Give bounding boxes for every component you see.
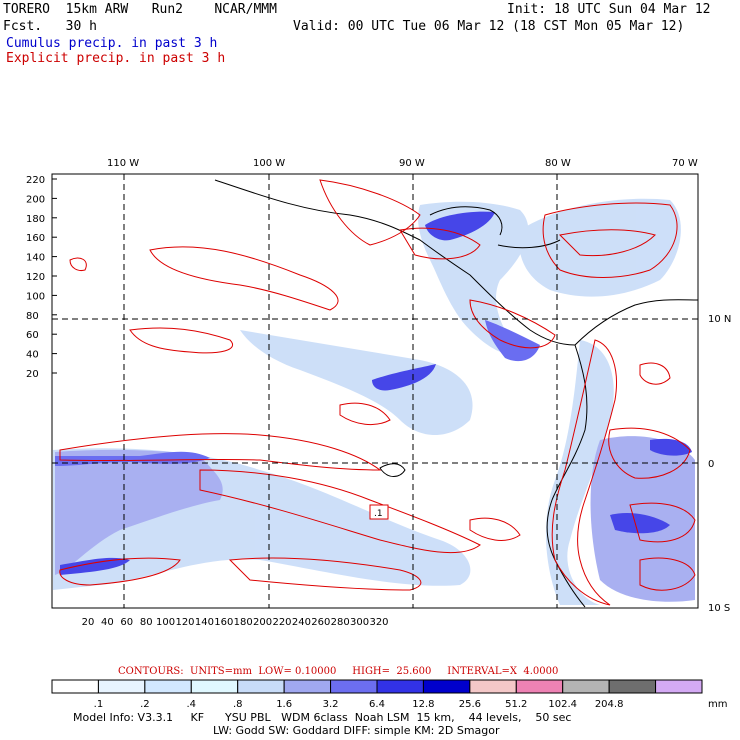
lon-label: 80 W [545,158,571,169]
left-tick-label: 80 [26,311,39,322]
coastlines [214,179,699,608]
contour-label: .1 [374,509,383,519]
bottom-tick-label: 180 [234,617,253,628]
scale-color-box [655,679,703,694]
left-tick-label: 180 [26,214,45,225]
bottom-tick-label: 20 [82,617,95,628]
scale-color-box [144,679,192,694]
lon-label: 100 W [253,158,285,169]
left-tick-label: 160 [26,233,45,244]
scale-unit: mm [708,699,727,710]
lat-label: 10 N [708,314,731,325]
cumulus-gulf-honduras [425,211,495,241]
scale-color-box [97,679,146,694]
left-tick-label: 60 [26,330,39,341]
cumulus-panama [485,320,540,362]
cumulus-andes [545,340,614,605]
left-tick-label: 20 [26,369,39,380]
scale-color-box [608,679,657,694]
lon-label: 90 W [399,158,425,169]
bottom-tick-label: 220 [272,617,291,628]
init-time: Init: 18 UTC Sun 04 Mar 12 [507,2,711,17]
forecast-hour: Fcst. 30 h [3,19,97,34]
bottom-tick-label: 300 [350,617,369,628]
scale-label: 25.6 [459,699,481,710]
scale-label: 12.8 [412,699,434,710]
bottom-tick-label: 280 [331,617,350,628]
map-border [51,173,699,609]
lon-label: 70 W [672,158,698,169]
left-tick-label: 220 [26,175,45,186]
bottom-tick-label: 120 [175,617,194,628]
bottom-tick-label: 260 [311,617,330,628]
scale-color-box [515,679,564,694]
model-info: Model Info: V3.3.1 KF YSU PBL WDM 6class… [73,711,572,724]
left-tick-label: 40 [26,350,39,361]
scale-label: 204.8 [595,699,624,710]
scale-color-box [376,679,424,694]
left-tick-label: 100 [26,291,45,302]
explicit-precip-contours [59,179,696,606]
scale-label: 3.2 [323,699,339,710]
scale-label: .2 [140,699,150,710]
lon-label: 110 W [107,158,139,169]
lat-lon-grid [52,174,698,608]
bottom-tick-label: 60 [120,617,133,628]
scale-label: 51.2 [505,699,527,710]
cumulus-band-core2 [60,557,130,575]
lat-label: 10 S [708,603,730,614]
cumulus-band-core [55,451,210,466]
bottom-tick-label: 160 [214,617,233,628]
color-scale: .1 .2 .4 .8 1.6 3.2 6.4 12.8 25.6 51.2 102.4 204.8 m… [51,679,727,710]
cumulus-precip-areas [53,198,695,605]
contour-label-box [369,504,389,520]
model-info-physics: LW: Godd SW: Goddard DIFF: simple KM: 2D… [213,724,500,737]
scale-color-box [190,679,239,694]
legend-cumulus: Cumulus precip. in past 3 h [6,36,218,51]
scale-label: 1.6 [276,699,292,710]
contour-info: CONTOURS: UNITS=mm LOW= 0.10000 HIGH= 25… [118,666,559,677]
scale-color-box [330,679,378,694]
scale-color-box [51,679,99,694]
scale-label: .1 [94,699,104,710]
cumulus-caribbean [519,198,681,297]
scale-color-box [237,679,285,694]
scale-label: 102.4 [548,699,577,710]
scale-color-box [283,679,332,694]
left-tick-label: 120 [26,272,45,283]
left-tick-labels: 220 200 180 160 140 120 100 80 60 40 20 [26,175,57,380]
bottom-tick-label: 40 [101,617,114,628]
cumulus-itcz [240,330,473,435]
precip-map: 110 W 100 W 90 W 80 W 70 W 10 N 0 10 S 2… [26,158,731,628]
scale-label: 6.4 [369,699,385,710]
scale-color-box [422,679,471,694]
scale-color-box [469,679,517,694]
bottom-tick-label: 200 [253,617,272,628]
model-title: TORERO 15km ARW Run2 NCAR/MMM [3,2,277,17]
bottom-tick-label: 140 [195,617,214,628]
valid-time: Valid: 00 UTC Tue 06 Mar 12 (18 CST Mon … [293,19,685,34]
scale-label: .4 [187,699,197,710]
lat-label: 0 [708,459,714,470]
bottom-tick-label: 320 [369,617,388,628]
bottom-tick-label: 240 [292,617,311,628]
cumulus-central-cell [372,364,436,391]
cumulus-amazon-core [610,513,670,534]
left-tick-label: 200 [26,194,45,205]
scale-label: .8 [233,699,243,710]
bottom-tick-label: 100 [156,617,175,628]
bottom-tick-label: 80 [140,617,153,628]
bottom-tick-labels: 20 40 60 80 100 120 140 160 180 200 220 240 260 280 30… [82,617,389,628]
scale-color-box [562,679,610,694]
legend-explicit: Explicit precip. in past 3 h [6,51,226,66]
cumulus-band-south-inner [55,449,223,575]
left-tick-label: 140 [26,253,45,264]
